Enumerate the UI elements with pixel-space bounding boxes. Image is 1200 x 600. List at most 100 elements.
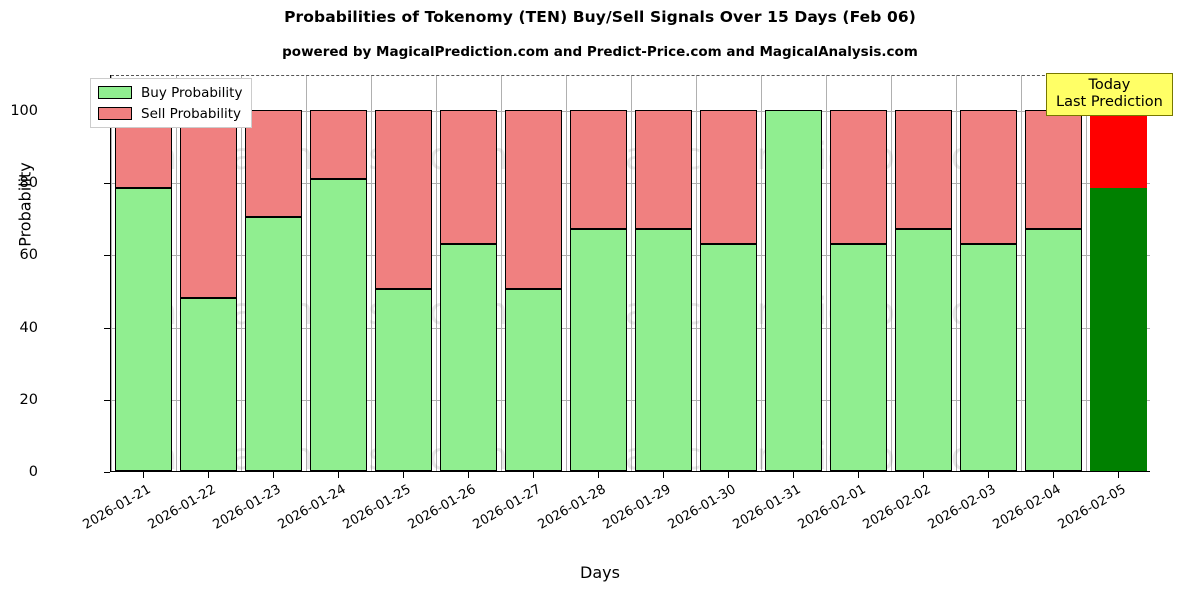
bar-segment-sell[interactable] — [1089, 110, 1148, 188]
bar-segment-buy[interactable] — [959, 243, 1018, 471]
bar-segment-sell[interactable] — [829, 110, 888, 244]
today-label: Today — [1088, 77, 1131, 93]
bar-segment-buy[interactable] — [179, 297, 238, 471]
bar-segment-buy[interactable] — [894, 229, 953, 471]
bar-segment-buy[interactable] — [244, 216, 303, 471]
vertical-gridline — [696, 75, 697, 471]
x-axis-tick-mark — [1052, 472, 1054, 478]
bar-segment-buy[interactable] — [374, 288, 433, 471]
plot-inner: MagicalAnalysis.comMagicalPrediction.com… — [111, 75, 1150, 471]
bar-group[interactable] — [894, 75, 953, 471]
bar-segment-sell[interactable] — [179, 110, 238, 298]
bar-group[interactable] — [1089, 75, 1148, 471]
y-axis-tick-mark — [104, 472, 110, 473]
bar-segment-sell[interactable] — [634, 110, 693, 230]
x-axis-tick-mark — [922, 472, 924, 478]
bar-segment-sell[interactable] — [309, 110, 368, 179]
chart-title: Probabilities of Tokenomy (TEN) Buy/Sell… — [284, 8, 916, 26]
y-axis-tick-label: 20 — [19, 391, 38, 408]
bar-group[interactable] — [504, 75, 563, 471]
y-axis-tick-label: 60 — [19, 247, 38, 264]
y-axis-tick-label: 80 — [19, 175, 38, 192]
bar-group[interactable] — [634, 75, 693, 471]
bar-segment-buy[interactable] — [569, 229, 628, 471]
vertical-gridline — [956, 75, 957, 471]
vertical-gridline — [566, 75, 567, 471]
horizontal-gridline — [111, 111, 1150, 113]
bar-group[interactable] — [244, 75, 303, 471]
vertical-gridline — [1021, 75, 1022, 471]
horizontal-gridline — [111, 399, 1150, 401]
bar-group[interactable] — [114, 75, 173, 471]
vertical-gridline — [111, 75, 112, 471]
x-axis-label: Days — [580, 563, 620, 582]
bar-segment-sell[interactable] — [439, 110, 498, 244]
bar-segment-buy[interactable] — [699, 243, 758, 471]
y-axis-tick-mark — [104, 399, 110, 401]
bar-group[interactable] — [569, 75, 628, 471]
bar-group[interactable] — [309, 75, 368, 471]
y-axis-tick-label: 40 — [19, 319, 38, 336]
reference-dashed-line — [111, 75, 1150, 76]
vertical-gridline — [436, 75, 437, 471]
y-axis-tick-mark — [104, 183, 110, 185]
vertical-gridline — [306, 75, 307, 471]
bar-group[interactable] — [439, 75, 498, 471]
bar-segment-sell[interactable] — [569, 110, 628, 230]
bar-segment-sell[interactable] — [894, 110, 953, 230]
y-axis-tick-mark — [104, 327, 110, 329]
bar-segment-buy[interactable] — [829, 243, 888, 471]
bar-segment-buy[interactable] — [114, 187, 173, 471]
vertical-gridline — [891, 75, 892, 471]
bar-segment-buy[interactable] — [1089, 187, 1148, 471]
bar-group[interactable] — [959, 75, 1018, 471]
x-axis-tick-mark — [207, 472, 209, 478]
chart-subtitle: powered by MagicalPrediction.com and Pre… — [282, 44, 918, 60]
bar-segment-sell[interactable] — [959, 110, 1018, 244]
bar-group[interactable] — [1024, 75, 1083, 471]
bar-group[interactable] — [764, 75, 823, 471]
vertical-gridline — [631, 75, 632, 471]
x-axis-tick-mark — [792, 472, 794, 478]
x-axis-tick-mark — [1117, 472, 1119, 478]
x-axis-tick-mark — [142, 472, 144, 478]
bar-segment-buy[interactable] — [1024, 229, 1083, 471]
bar-group[interactable] — [179, 75, 238, 471]
bar-segment-buy[interactable] — [764, 110, 823, 471]
bar-segment-buy[interactable] — [504, 288, 563, 471]
legend-item-buy: Buy Probability — [98, 84, 242, 101]
vertical-gridline — [1086, 75, 1087, 471]
chart-legend: Buy Probability Sell Probability — [90, 78, 253, 128]
horizontal-gridline — [111, 327, 1150, 329]
vertical-gridline — [241, 75, 242, 471]
bar-segment-buy[interactable] — [309, 178, 368, 471]
x-axis-tick-mark — [727, 472, 729, 478]
vertical-gridline — [761, 75, 762, 471]
bar-segment-buy[interactable] — [634, 229, 693, 471]
today-annotation: Today Last Prediction — [1046, 73, 1173, 117]
bar-segment-sell[interactable] — [244, 110, 303, 217]
last-prediction-label: Last Prediction — [1056, 94, 1163, 111]
x-axis-tick-mark — [467, 472, 469, 478]
horizontal-gridline — [111, 255, 1150, 257]
bar-group[interactable] — [699, 75, 758, 471]
bar-segment-sell[interactable] — [374, 110, 433, 289]
vertical-gridline — [501, 75, 502, 471]
bar-group[interactable] — [829, 75, 888, 471]
bar-segment-buy[interactable] — [439, 243, 498, 471]
bar-segment-sell[interactable] — [1024, 110, 1083, 230]
bar-segment-sell[interactable] — [504, 110, 563, 289]
legend-label-buy: Buy Probability — [141, 84, 243, 101]
legend-swatch-buy — [98, 86, 132, 99]
plot-area: MagicalAnalysis.comMagicalPrediction.com… — [110, 75, 1150, 472]
x-axis-tick-mark — [337, 472, 339, 478]
x-axis-tick-mark — [987, 472, 989, 478]
bar-segment-sell[interactable] — [699, 110, 758, 244]
bar-group[interactable] — [374, 75, 433, 471]
y-axis-tick-label: 0 — [28, 464, 38, 480]
x-axis-tick-mark — [402, 472, 404, 478]
vertical-gridline — [176, 75, 177, 471]
vertical-gridline — [826, 75, 827, 471]
legend-item-sell: Sell Probability — [98, 105, 242, 122]
